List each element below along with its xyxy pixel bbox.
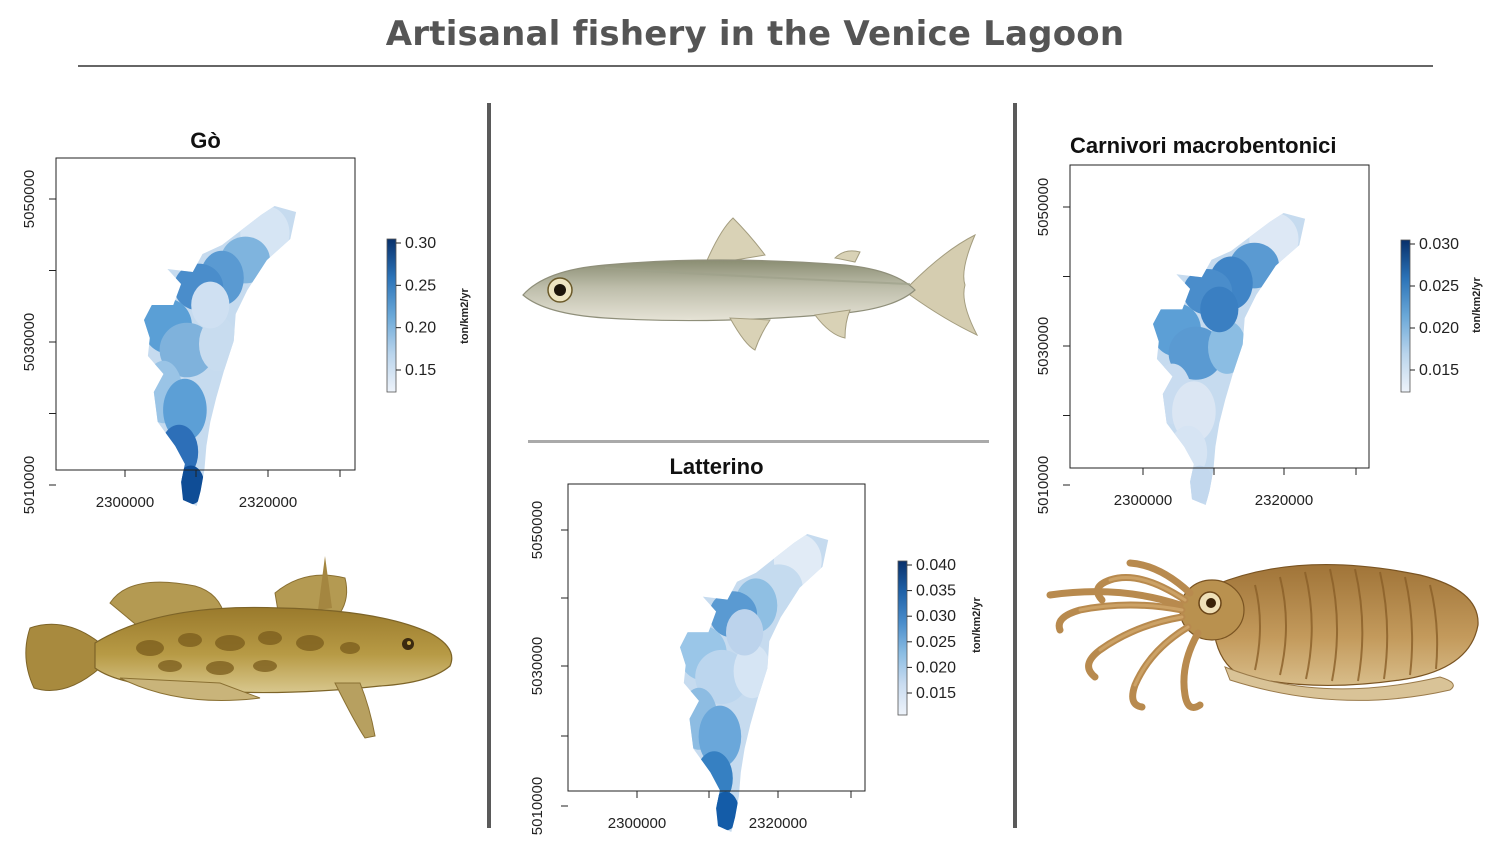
x-tick-label: 2300000 [96,494,154,511]
y-tick-label: 5010000 [1035,456,1052,514]
dorsal-fin [704,217,766,266]
y-tick-label: 5030000 [1035,317,1052,375]
slide-title: Artisanal fishery in the Venice Lagoon [385,14,1125,54]
goby-illustration [25,556,453,739]
y-tick-label: 5050000 [529,501,546,559]
legend-label: 0.020 [1419,320,1459,337]
legend-label: 0.040 [916,557,956,574]
frame [55,157,356,471]
x-tick-label: 2320000 [239,494,297,511]
map-plot: 2300000 2320000 5050000 5030000 5010000 0.3… [21,157,471,514]
lagoon-cell [698,705,742,768]
cuttlefish-illustration [1046,559,1479,711]
anal-fin [119,677,261,701]
map-title: Carnivori macrobentonici [1070,133,1337,158]
legend-label: 0.030 [1419,236,1459,253]
lagoon-cell [191,281,230,329]
lagoon-cell [733,644,771,699]
sand-smelt-illustration [522,217,979,351]
frame [1069,164,1370,469]
legend-unit: ton/km2/yr [1471,276,1483,332]
y-tick-label: 5010000 [21,456,38,514]
legend-label: 0.15 [405,362,436,379]
y-tick-label: 5050000 [1035,178,1052,236]
legend-label: 0.25 [405,277,436,294]
legend-label: 0.025 [1419,278,1459,295]
x-ticks: 2300000 2320000 [608,791,852,832]
y-ticks: 5050000 5030000 5010000 [21,170,56,514]
y-tick-label: 5010000 [529,777,546,835]
legend-label: 0.30 [405,235,436,252]
smelt-body [522,259,916,322]
fin-spine [318,556,332,610]
lagoon-cell [177,465,205,505]
y-tick-label: 5030000 [529,637,546,695]
legend: 0.040 0.035 0.030 0.025 0.020 0.015 ton/km2/yr [897,557,983,716]
title-divider [78,65,1433,67]
map-panel-carnivori: Carnivori macrobentonici 2300000 2320000 … [1020,125,1500,525]
x-tick-label: 2320000 [749,815,807,832]
cuttlefish-mantle [1212,564,1479,687]
y-ticks: 5050000 5030000 5010000 [529,501,568,835]
frame [567,483,866,792]
map-area [1153,213,1306,505]
x-tick-label: 2320000 [1255,492,1313,509]
tail-fin [909,233,979,337]
tail-fin [25,623,101,691]
mantle-stripes [1254,568,1439,682]
lagoon-cells [144,206,290,505]
y-tick-label: 5050000 [21,170,38,228]
lagoon-cell [1186,465,1214,504]
legend-colorbar [386,238,397,393]
legend-label: 0.015 [916,685,956,702]
map-plot: 2300000 2320000 5050000 5030000 5010000 0.0… [529,483,983,835]
legend-label: 0.20 [405,320,436,337]
map-title: Latterino [669,454,764,479]
y-ticks: 5050000 5030000 5010000 [1035,178,1070,514]
fin-frill [1224,666,1454,701]
lagoon-cells [680,534,822,831]
legend-colorbar [1400,239,1411,393]
legend-label: 0.030 [916,608,956,625]
legend-label: 0.025 [916,634,956,651]
legend-label: 0.020 [916,659,956,676]
map-plot: 2300000 2320000 5050000 5030000 5010000 0.0… [1035,164,1483,514]
lagoon-cell [1208,320,1247,374]
column-divider-left [487,103,491,828]
pelvic-fin [334,682,376,739]
legend-colorbar [897,560,908,716]
lagoon-cell [712,791,739,831]
plot-frame [55,157,356,471]
goby-markings [136,631,360,675]
y-tick-label: 5030000 [21,313,38,371]
legend-label: 0.035 [916,583,956,600]
legend-unit: ton/km2/yr [459,287,471,343]
legend: 0.30 0.25 0.20 0.15 ton/km2/yr [386,235,471,393]
x-tick-label: 2300000 [1114,492,1172,509]
legend-label: 0.015 [1419,362,1459,379]
map-area [680,534,829,832]
x-tick-label: 2300000 [608,815,666,832]
lagoon-cell [163,378,207,442]
map-title: Gò [190,128,221,153]
legend-unit: ton/km2/yr [971,596,983,652]
lagoon-cell [1200,286,1239,333]
lagoon-cell [726,609,764,656]
plot-frame [567,483,866,792]
x-ticks: 2300000 2320000 [96,470,341,511]
legend: 0.030 0.025 0.020 0.015 ton/km2/yr [1400,236,1483,393]
column-divider-right [1013,103,1017,828]
x-ticks: 2300000 2320000 [1114,468,1357,509]
plot-frame [1069,164,1370,469]
map-area [144,206,297,506]
map-panel-go: Gò 2300000 2320000 5050000 5030000 5010000 … [0,120,480,520]
map-panel-latterino: Latterino 2300000 2320000 5050000 5030000 5… [500,445,1000,845]
middle-divider [528,440,989,443]
lagoon-cell [199,316,238,372]
